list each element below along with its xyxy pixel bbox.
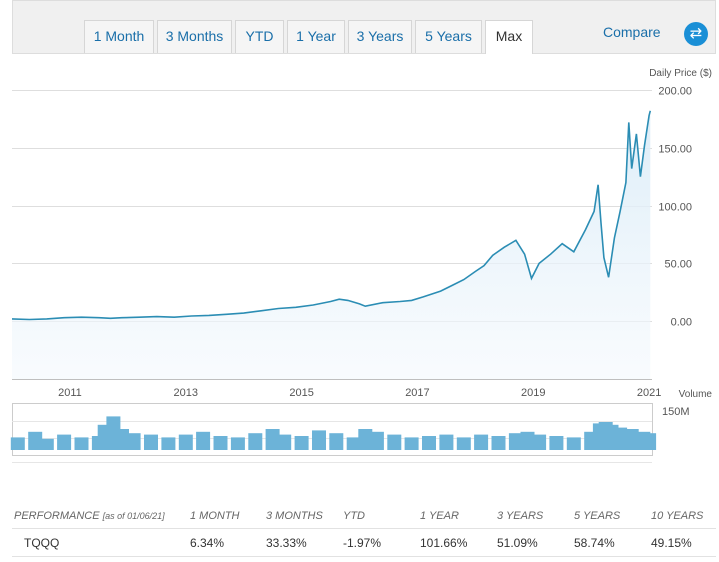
- volume-bar: [196, 431, 211, 450]
- tab-3-months[interactable]: 3 Months: [157, 20, 232, 53]
- price-line: [11, 110, 652, 321]
- volume-bar: [329, 433, 344, 450]
- volume-bar: [520, 431, 535, 450]
- price-x-tick: 2017: [405, 387, 429, 399]
- volume-bar: [126, 433, 141, 450]
- volume-axis-label: Volume: [679, 389, 713, 400]
- volume-bar: [387, 434, 402, 450]
- performance-period: 1 MONTH: [190, 510, 240, 522]
- performance-value: 49.15%: [651, 536, 692, 550]
- volume-bar: [532, 434, 547, 450]
- performance-period: YTD: [343, 510, 365, 522]
- performance-value: -1.97%: [343, 536, 382, 550]
- tab-ytd[interactable]: YTD: [235, 20, 284, 53]
- volume-bar: [549, 436, 564, 450]
- price-x-tick: 2011: [58, 387, 82, 399]
- volume-bar: [28, 431, 43, 450]
- volume-bar: [474, 434, 489, 450]
- performance-as-of: [as of 01/06/21]: [102, 511, 165, 521]
- volume-bar: [265, 429, 280, 450]
- performance-period: 10 YEARS: [651, 510, 704, 522]
- performance-value: 58.74%: [574, 536, 615, 550]
- performance-value: 51.09%: [497, 536, 538, 550]
- price-y-tick: 200.00: [658, 86, 692, 98]
- performance-period: 3 YEARS: [497, 510, 544, 522]
- volume-bar: [613, 427, 628, 450]
- volume-bar: [178, 434, 193, 450]
- performance-title: PERFORMANCE [as of 01/06/21]: [14, 510, 165, 522]
- price-area: [12, 110, 651, 380]
- performance-ticker: TQQQ: [24, 536, 60, 550]
- performance-period: 3 MONTHS: [266, 510, 323, 522]
- price-y-tick: 150.00: [658, 144, 692, 156]
- volume-bar: [439, 434, 454, 450]
- volume-bar: [508, 433, 523, 450]
- tab-5-years[interactable]: 5 Years: [415, 20, 482, 53]
- performance-period: 1 YEAR: [420, 510, 459, 522]
- price-y-tick: 50.00: [664, 259, 692, 271]
- volume-bar: [213, 436, 228, 450]
- volume-panel: [12, 403, 653, 456]
- price-axis-label: Daily Price ($): [649, 68, 712, 79]
- price-volume-chart: 200.00 150.00 100.00 50.00 0.00 2011 2013 2015…: [10, 68, 713, 463]
- price-y-tick: 100.00: [658, 202, 692, 214]
- price-x-tick: 2013: [174, 387, 198, 399]
- performance-bottom-rule: [12, 556, 716, 557]
- tab-1-year[interactable]: 1 Year: [287, 20, 345, 53]
- price-x-tick: 2021: [637, 387, 661, 399]
- volume-bar: [10, 437, 25, 450]
- swap-arrows-icon[interactable]: ⇄: [684, 22, 708, 46]
- tab-max[interactable]: Max: [485, 20, 533, 54]
- volume-bar: [422, 436, 436, 450]
- compare-button[interactable]: Compare: [603, 24, 661, 40]
- volume-bar: [294, 436, 309, 450]
- volume-bar: [39, 438, 54, 450]
- performance-period: 5 YEARS: [574, 510, 621, 522]
- volume-bar: [57, 434, 72, 450]
- performance-value: 33.33%: [266, 536, 307, 550]
- volume-bar: [74, 437, 89, 450]
- performance-label: PERFORMANCE: [14, 510, 100, 522]
- volume-bar: [369, 431, 384, 450]
- volume-bar: [491, 436, 506, 450]
- volume-bar: [115, 429, 129, 450]
- volume-bar: [230, 437, 245, 450]
- volume-bar: [144, 434, 158, 450]
- volume-bar: [277, 434, 292, 450]
- volume-bar: [624, 429, 639, 450]
- volume-y-tick: 150M: [662, 406, 690, 418]
- price-x-tick: 2019: [521, 387, 545, 399]
- volume-bar: [312, 430, 326, 450]
- performance-divider: [12, 528, 716, 529]
- performance-value: 6.34%: [190, 536, 225, 550]
- volume-bar: [642, 433, 657, 450]
- price-y-tick: 0.00: [671, 317, 692, 329]
- volume-bar: [248, 433, 263, 450]
- performance-value: 101.66%: [420, 536, 468, 550]
- volume-bar: [161, 437, 176, 450]
- tab-3-years[interactable]: 3 Years: [348, 20, 412, 53]
- volume-bar: [358, 429, 373, 450]
- price-x-tick: 2015: [289, 387, 313, 399]
- volume-bar: [456, 437, 471, 450]
- volume-bar: [346, 437, 361, 450]
- volume-bar: [404, 437, 419, 450]
- tab-1-month[interactable]: 1 Month: [84, 20, 154, 53]
- volume-bar: [566, 437, 581, 450]
